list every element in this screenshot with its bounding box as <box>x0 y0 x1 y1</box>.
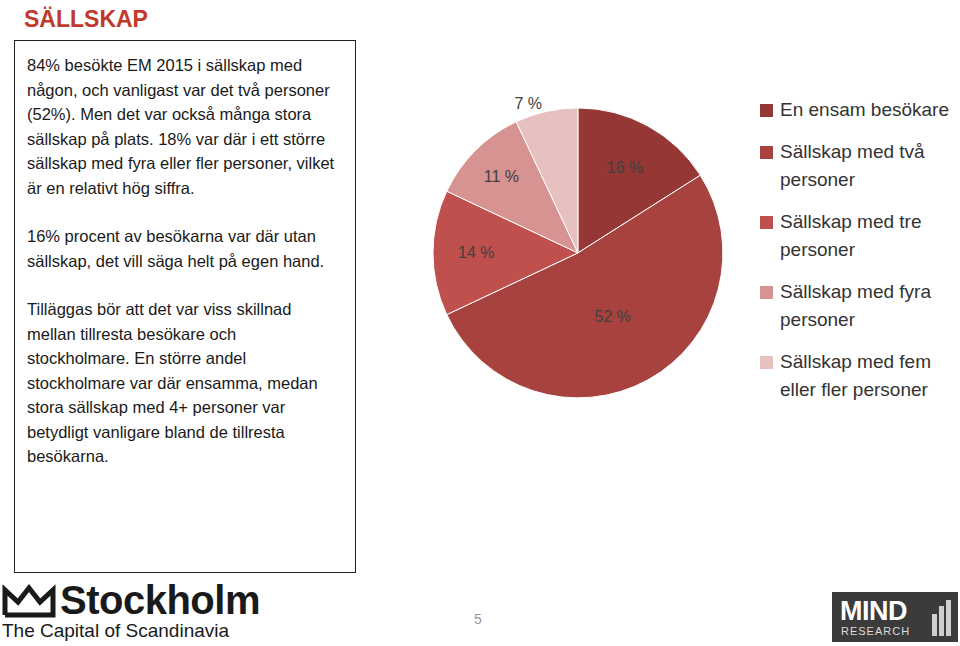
html-text:Sällskap med fem eller fler pe: Sällskap med fem eller fler personer <box>780 351 931 400</box>
html-text:Stockholm: Stockholm <box>60 578 260 622</box>
html-text:84% besökte EM 2015 i sällskap: 84% besökte EM 2015 i sällskap med någon… <box>27 56 335 197</box>
svg-text:52 %: 52 % <box>595 308 631 325</box>
html-text:SÄLLSKAP: SÄLLSKAP <box>24 6 148 32</box>
html-text:Sällskap med tre personer: Sällskap med tre personer <box>780 211 922 260</box>
svg-text:14 %: 14 % <box>458 244 494 261</box>
svg-text:7 %: 7 % <box>514 95 542 112</box>
html-text:5: 5 <box>474 611 482 627</box>
html-text:The Capital of Scandinavia: The Capital of Scandinavia <box>2 620 230 641</box>
svg-text:16 %: 16 % <box>607 159 643 176</box>
html-text:En ensam besökare: En ensam besökare <box>780 99 949 120</box>
html-text:16% procent av besökarna var d: 16% procent av besökarna var där utan sä… <box>27 227 325 270</box>
html-text:MIND: MIND <box>840 596 907 626</box>
html-text:Sällskap med två personer: Sällskap med två personer <box>780 141 925 190</box>
html-text:Sällskap med fyra personer: Sällskap med fyra personer <box>780 281 931 330</box>
svg-text:11 %: 11 % <box>484 168 519 185</box>
html-text:RESEARCH: RESEARCH <box>841 625 911 637</box>
html-text:Tilläggas bör att det var viss: Tilläggas bör att det var viss skillnad … <box>27 300 318 465</box>
